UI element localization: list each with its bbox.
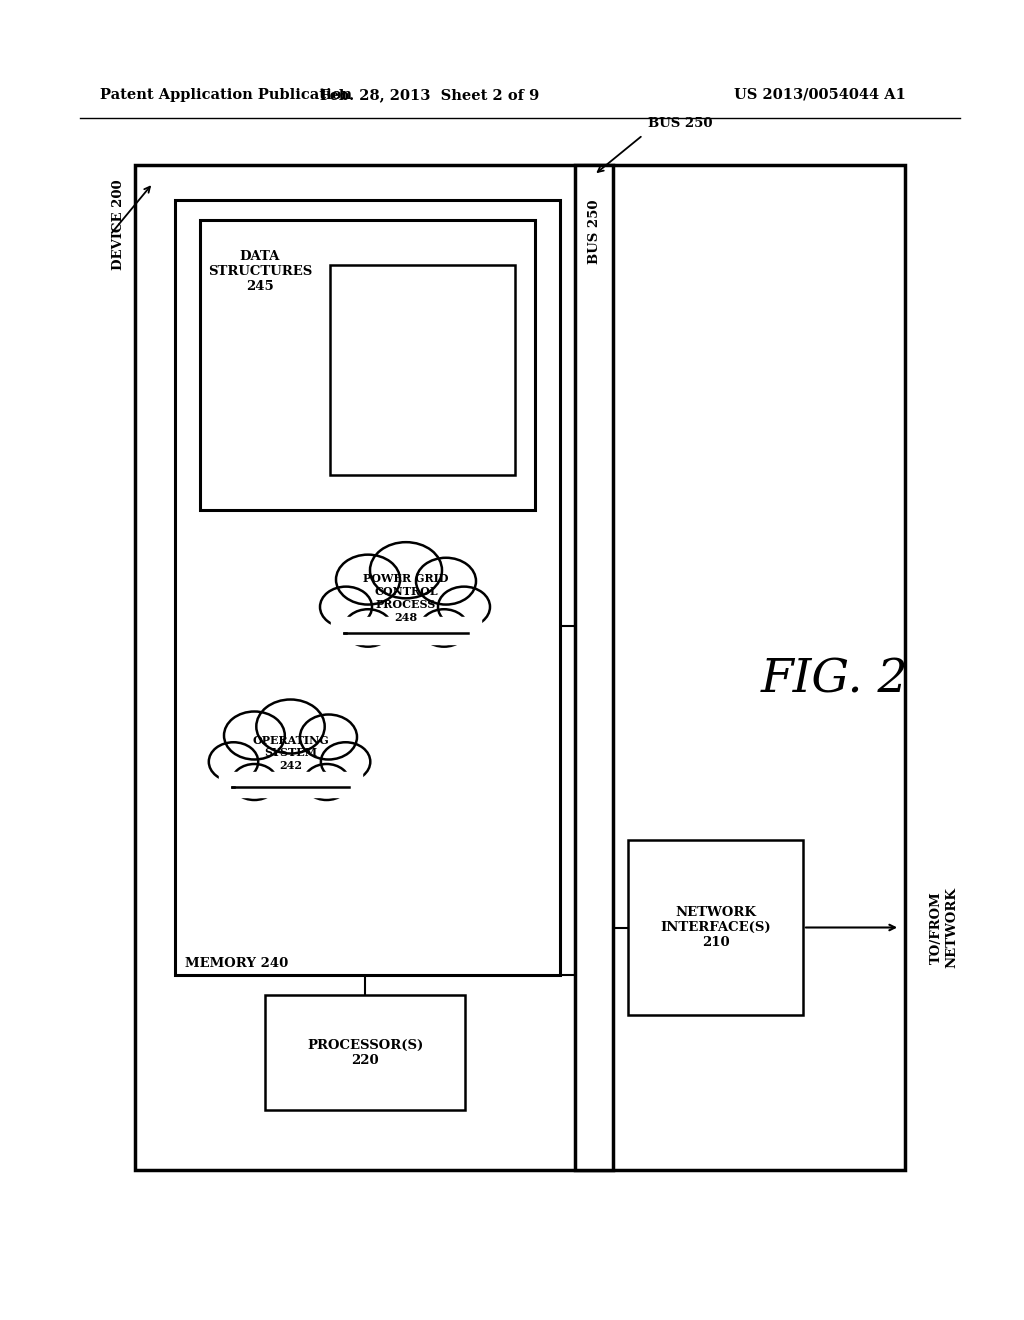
Bar [200, 220, 535, 510]
Text: US 2013/0054044 A1: US 2013/0054044 A1 [734, 88, 906, 102]
Ellipse shape [370, 543, 442, 598]
Bar [628, 840, 803, 1015]
Ellipse shape [209, 742, 258, 781]
Text: POWER GRID
CONTROL
PROCESS
248: POWER GRID CONTROL PROCESS 248 [364, 573, 449, 623]
Text: PROCESSOR(S)
220: PROCESSOR(S) 220 [307, 1039, 423, 1067]
Ellipse shape [304, 764, 349, 800]
Ellipse shape [319, 586, 372, 627]
Text: TO/FROM
NETWORK: TO/FROM NETWORK [930, 887, 958, 968]
Ellipse shape [336, 554, 400, 605]
Text: NETWORK
INTERFACE(S)
210: NETWORK INTERFACE(S) 210 [660, 906, 771, 949]
Text: DATA
STRUCTURES
245: DATA STRUCTURES 245 [208, 249, 312, 293]
Ellipse shape [416, 558, 476, 605]
Ellipse shape [256, 700, 325, 754]
Ellipse shape [231, 764, 278, 800]
Ellipse shape [438, 586, 490, 627]
Polygon shape [331, 616, 481, 644]
Text: Patent Application Publication: Patent Application Publication [100, 88, 352, 102]
Text: FIG. 2: FIG. 2 [761, 657, 909, 702]
Text: BUS 250: BUS 250 [648, 117, 713, 129]
Ellipse shape [300, 714, 357, 759]
Text: ENERGY
PROFILES
246: ENERGY PROFILES 246 [386, 348, 459, 392]
Bar [330, 265, 515, 475]
Bar [175, 201, 560, 975]
Ellipse shape [331, 568, 481, 638]
Text: OPERATING
SYSTEM
242: OPERATING SYSTEM 242 [252, 735, 329, 771]
Ellipse shape [344, 610, 392, 647]
Bar [575, 165, 613, 1170]
Bar [265, 995, 465, 1110]
Ellipse shape [321, 742, 371, 781]
Ellipse shape [420, 610, 468, 647]
Text: DEVICE 200: DEVICE 200 [112, 180, 125, 271]
Ellipse shape [219, 725, 361, 792]
Text: MEMORY 240: MEMORY 240 [185, 957, 288, 970]
Ellipse shape [224, 711, 285, 759]
Text: BUS 250: BUS 250 [588, 201, 600, 264]
Polygon shape [219, 771, 361, 797]
Text: Feb. 28, 2013  Sheet 2 of 9: Feb. 28, 2013 Sheet 2 of 9 [321, 88, 540, 102]
Bar [135, 165, 905, 1170]
